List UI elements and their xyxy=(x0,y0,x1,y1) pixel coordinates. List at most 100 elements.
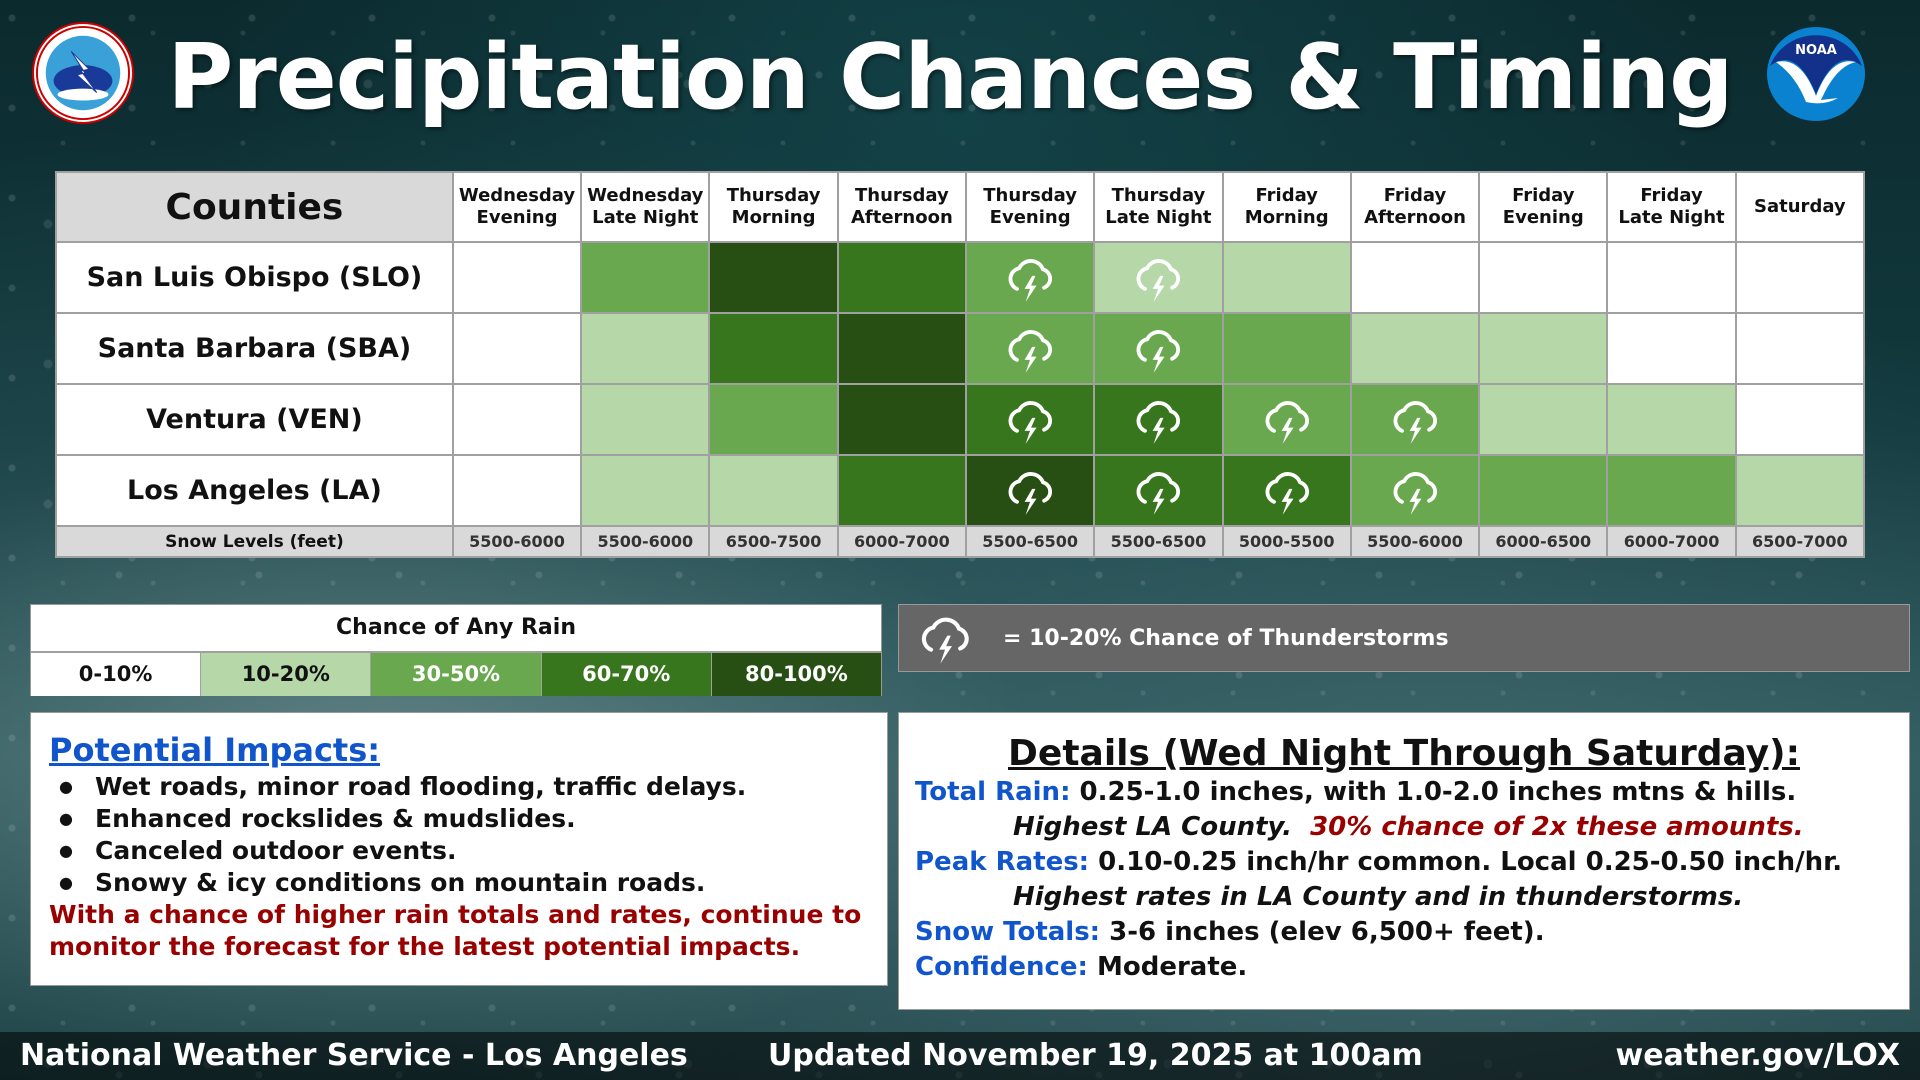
forecast-cell xyxy=(1606,312,1737,385)
table-row: Santa Barbara (SBA) xyxy=(55,312,1866,385)
period-header: Thursday Morning xyxy=(708,171,839,243)
snow-level-value: 6500-7000 xyxy=(1734,525,1866,558)
total-rain-line: Total Rain: 0.25-1.0 inches, with 1.0-2.… xyxy=(915,775,1893,810)
legend-item-10-20: 10-20% xyxy=(201,653,372,696)
thunderstorm-icon xyxy=(1352,465,1478,517)
potential-impacts-panel: Potential Impacts: Wet roads, minor road… xyxy=(30,712,888,986)
noaa-logo-icon: NOAA xyxy=(1766,26,1866,122)
period-header: Thursday Evening xyxy=(964,171,1096,243)
forecast-cell xyxy=(1734,383,1866,456)
forecast-cell xyxy=(451,241,583,314)
snow-levels-label: Snow Levels (feet) xyxy=(55,525,454,558)
snow-level-value: 5500-6000 xyxy=(451,525,583,558)
thunderstorm-icon xyxy=(1095,465,1221,517)
snow-level-value: 5500-6500 xyxy=(1093,525,1224,558)
impacts-list: Wet roads, minor road flooding, traffic … xyxy=(49,771,869,899)
forecast-cell xyxy=(1349,383,1481,456)
confidence-label: Confidence: xyxy=(915,952,1088,982)
forecast-cell xyxy=(451,312,583,385)
forecast-cell xyxy=(708,312,839,385)
footer-updated: Updated November 19, 2025 at 100am xyxy=(768,1038,1423,1073)
period-header: Friday Afternoon xyxy=(1349,171,1481,243)
snow-level-value: 6000-7000 xyxy=(1606,525,1737,558)
forecast-cell xyxy=(1221,454,1352,527)
rain-chance-legend: Chance of Any Rain 0-10% 10-20% 30-50% 6… xyxy=(30,604,882,696)
peak-rates-note: Highest rates in LA County and in thunde… xyxy=(1013,882,1744,912)
svg-text:NOAA: NOAA xyxy=(1795,43,1837,58)
snow-level-value: 6500-7500 xyxy=(708,525,839,558)
forecast-cell xyxy=(1606,454,1737,527)
forecast-cell xyxy=(964,241,1096,314)
thunderstorm-legend-text: = 10-20% Chance of Thunderstorms xyxy=(1003,625,1449,651)
forecast-cell xyxy=(1606,241,1737,314)
thunderstorm-icon xyxy=(967,323,1093,375)
period-header: Friday Late Night xyxy=(1606,171,1737,243)
forecast-cell xyxy=(964,383,1096,456)
impacts-warning: With a chance of higher rain totals and … xyxy=(49,900,862,961)
forecast-cell xyxy=(1734,241,1866,314)
forecast-cell xyxy=(836,454,968,527)
peak-rates-line: Peak Rates: 0.10-0.25 inch/hr common. Lo… xyxy=(915,845,1893,880)
list-item: Wet roads, minor road flooding, traffic … xyxy=(49,771,869,803)
forecast-cell xyxy=(1478,312,1609,385)
precipitation-table: Counties Wednesday Evening Wednesday Late … xyxy=(55,171,1866,558)
thunderstorm-icon xyxy=(921,617,969,664)
table-header-row: Counties Wednesday Evening Wednesday Late … xyxy=(55,171,1866,243)
thunderstorm-legend: = 10-20% Chance of Thunderstorms xyxy=(898,604,1910,672)
legend-title: Chance of Any Rain xyxy=(336,615,576,640)
thunderstorm-icon xyxy=(967,465,1093,517)
snow-level-value: 6000-6500 xyxy=(1478,525,1609,558)
thunderstorm-icon xyxy=(967,394,1093,446)
forecast-cell xyxy=(1734,454,1866,527)
footer-bar: National Weather Service - Los Angeles U… xyxy=(0,1032,1920,1080)
forecast-cell xyxy=(1349,241,1481,314)
forecast-cell xyxy=(708,241,839,314)
total-rain-note: Highest LA County. 30% chance of 2x thes… xyxy=(1013,812,1804,842)
impacts-title: Potential Impacts: xyxy=(49,731,381,769)
total-rain-label: Total Rain: xyxy=(915,777,1071,807)
thunderstorm-icon xyxy=(1352,394,1478,446)
forecast-cell xyxy=(1349,454,1481,527)
forecast-cell xyxy=(1221,312,1352,385)
peak-rates-value: 0.10-0.25 inch/hr common. Local 0.25-0.5… xyxy=(1089,847,1843,877)
forecast-cell xyxy=(1349,312,1481,385)
page-title: Precipitation Chances & Timing xyxy=(167,25,1733,130)
county-name: Santa Barbara (SBA) xyxy=(55,312,454,385)
county-name: San Luis Obispo (SLO) xyxy=(55,241,454,314)
period-header: Friday Morning xyxy=(1221,171,1352,243)
thunderstorm-icon xyxy=(1095,394,1221,446)
period-header: Thursday Afternoon xyxy=(836,171,968,243)
snow-level-value: 5000-5500 xyxy=(1221,525,1352,558)
snow-levels-row: Snow Levels (feet) 5500-6000 5500-6000 650… xyxy=(55,525,1866,558)
snow-totals-value: 3-6 inches (elev 6,500+ feet). xyxy=(1100,917,1545,947)
forecast-cell xyxy=(708,383,839,456)
forecast-cell xyxy=(964,312,1096,385)
confidence-line: Confidence: Moderate. xyxy=(915,950,1893,985)
period-header: Friday Evening xyxy=(1478,171,1609,243)
footer-url[interactable]: weather.gov/LOX xyxy=(1615,1038,1900,1073)
forecast-cell xyxy=(1093,312,1224,385)
forecast-cell xyxy=(1093,383,1224,456)
snow-level-value: 5500-6000 xyxy=(1349,525,1481,558)
county-name: Los Angeles (LA) xyxy=(55,454,454,527)
thunderstorm-icon xyxy=(1224,465,1350,517)
legend-item-0-10: 0-10% xyxy=(31,653,202,696)
legend-item-60-70: 60-70% xyxy=(541,653,712,696)
details-panel: Details (Wed Night Through Saturday): To… xyxy=(898,712,1910,1010)
table-row: Los Angeles (LA) xyxy=(55,454,1866,527)
forecast-cell xyxy=(836,312,968,385)
snow-totals-label: Snow Totals: xyxy=(915,917,1101,947)
forecast-cell xyxy=(708,454,839,527)
total-rain-value: 0.25-1.0 inches, with 1.0-2.0 inches mtn… xyxy=(1070,777,1797,807)
thunderstorm-icon xyxy=(1095,323,1221,375)
nws-logo-icon xyxy=(32,22,134,124)
period-header: Wednesday Late Night xyxy=(580,171,711,243)
forecast-cell xyxy=(580,312,711,385)
forecast-cell xyxy=(580,454,711,527)
forecast-cell xyxy=(1734,312,1866,385)
table-row: San Luis Obispo (SLO) xyxy=(55,241,1866,314)
list-item: Canceled outdoor events. xyxy=(49,835,869,867)
thunderstorm-icon xyxy=(1095,252,1221,304)
legend-item-80-100: 80-100% xyxy=(711,653,882,696)
snow-level-value: 5500-6000 xyxy=(580,525,711,558)
